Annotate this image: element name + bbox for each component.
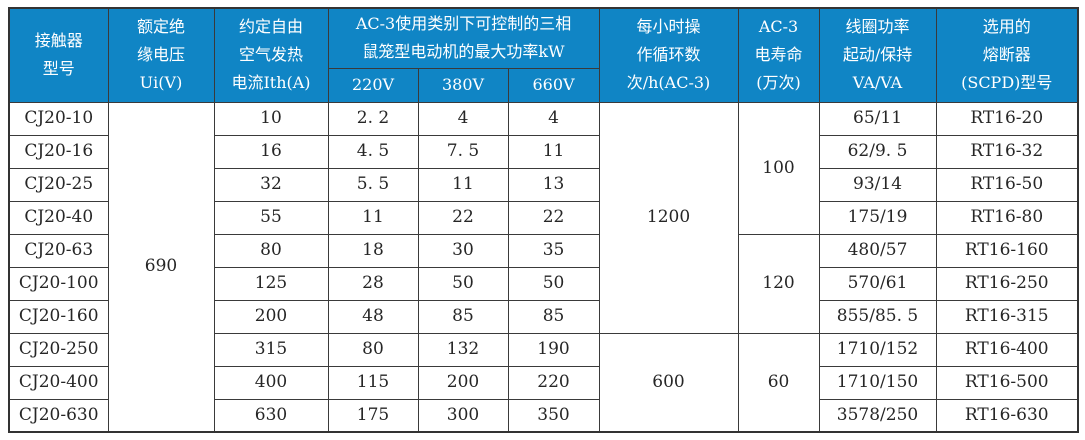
fuse-cell: RT16-630 [935, 398, 1079, 433]
fuse-cell: RT16-20 [935, 101, 1079, 136]
p660-cell: 190 [507, 332, 600, 367]
fuse-cell: RT16-50 [935, 167, 1079, 202]
model-cell: CJ20-160 [8, 299, 109, 334]
model-cell: CJ20-10 [8, 101, 109, 136]
life-merged-cell: 120 [737, 233, 820, 334]
p380-cell: 30 [417, 233, 509, 268]
ith-cell: 55 [213, 200, 329, 235]
p220-cell: 115 [327, 365, 419, 400]
model-cell: CJ20-40 [8, 200, 109, 235]
life-merged-cell: 60 [737, 332, 820, 433]
header-rated-insulation-voltage: 额定绝 缘电压 Ui(V) [107, 7, 215, 103]
fuse-cell: RT16-315 [935, 299, 1079, 334]
coil-cell: 3578/250 [818, 398, 937, 433]
model-cell: CJ20-400 [8, 365, 109, 400]
ith-cell: 125 [213, 266, 329, 301]
header-model: 接触器 型号 [8, 7, 109, 103]
p220-cell: 48 [327, 299, 419, 334]
model-cell: CJ20-25 [8, 167, 109, 202]
coil-cell: 480/57 [818, 233, 937, 268]
p220-cell: 5. 5 [327, 167, 419, 202]
header-660v: 660V [507, 67, 600, 103]
ith-cell: 32 [213, 167, 329, 202]
header-220v: 220V [327, 67, 419, 103]
header-fuse-model: 选用的 熔断器 (SCPD)型号 [935, 7, 1079, 103]
ith-cell: 10 [213, 101, 329, 136]
table-row: CJ20-10 690 10 2. 2 4 4 1200 100 65/11 R… [8, 101, 1079, 433]
header-electrical-life: AC-3 电寿命 (万次) [737, 7, 820, 103]
table-row: CJ20-25 32 5. 5 11 13 93/14 RT16-50 [8, 167, 1079, 202]
p660-cell: 50 [507, 266, 600, 301]
model-cell: CJ20-16 [8, 134, 109, 169]
contactor-spec-table: 接触器 型号 额定绝 缘电压 Ui(V) 约定自由 空气发热 电流Ith(A) … [8, 7, 1080, 433]
header-operating-cycles: 每小时操 作循环数 次/h(AC-3) [598, 7, 739, 103]
coil-cell: 1710/150 [818, 365, 937, 400]
header-380v: 380V [417, 67, 509, 103]
p380-cell: 7. 5 [417, 134, 509, 169]
cycles-merged-cell: 600 [598, 332, 739, 433]
p380-cell: 132 [417, 332, 509, 367]
header-thermal-current: 约定自由 空气发热 电流Ith(A) [213, 7, 329, 103]
p380-cell: 300 [417, 398, 509, 433]
header-ac3-max-power-group: AC-3使用类别下可控制的三相 鼠笼型电动机的最大功率kW [327, 7, 600, 69]
p660-cell: 85 [507, 299, 600, 334]
model-cell: CJ20-63 [8, 233, 109, 268]
p380-cell: 4 [417, 101, 509, 136]
table-row: CJ20-16 16 4. 5 7. 5 11 62/9. 5 RT16-32 [8, 134, 1079, 169]
p380-cell: 50 [417, 266, 509, 301]
ith-cell: 315 [213, 332, 329, 367]
coil-cell: 175/19 [818, 200, 937, 235]
coil-cell: 93/14 [818, 167, 937, 202]
ith-cell: 16 [213, 134, 329, 169]
p220-cell: 80 [327, 332, 419, 367]
p220-cell: 28 [327, 266, 419, 301]
ith-cell: 630 [213, 398, 329, 433]
table-row: CJ20-250 315 80 132 190 600 60 1710/152 … [8, 332, 1079, 433]
model-cell: CJ20-100 [8, 266, 109, 301]
coil-cell: 570/61 [818, 266, 937, 301]
fuse-cell: RT16-32 [935, 134, 1079, 169]
p220-cell: 4. 5 [327, 134, 419, 169]
fuse-cell: RT16-160 [935, 233, 1079, 268]
cycles-merged-cell: 1200 [598, 101, 739, 334]
p220-cell: 11 [327, 200, 419, 235]
p660-cell: 11 [507, 134, 600, 169]
ith-cell: 80 [213, 233, 329, 268]
fuse-cell: RT16-80 [935, 200, 1079, 235]
ui-merged-cell: 690 [107, 101, 215, 433]
table-row: CJ20-63 80 18 30 35 120 480/57 RT16-160 [8, 233, 1079, 334]
p660-cell: 350 [507, 398, 600, 433]
p380-cell: 85 [417, 299, 509, 334]
p220-cell: 175 [327, 398, 419, 433]
model-cell: CJ20-630 [8, 398, 109, 433]
model-cell: CJ20-250 [8, 332, 109, 367]
p660-cell: 35 [507, 233, 600, 268]
ith-cell: 200 [213, 299, 329, 334]
p220-cell: 18 [327, 233, 419, 268]
header-coil-power: 线圈功率 起动/保持 VA/VA [818, 7, 937, 103]
coil-cell: 855/85. 5 [818, 299, 937, 334]
table-row: CJ20-40 55 11 22 22 175/19 RT16-80 [8, 200, 1079, 235]
p380-cell: 200 [417, 365, 509, 400]
p660-cell: 22 [507, 200, 600, 235]
p660-cell: 220 [507, 365, 600, 400]
fuse-cell: RT16-250 [935, 266, 1079, 301]
p660-cell: 4 [507, 101, 600, 136]
coil-cell: 1710/152 [818, 332, 937, 367]
ith-cell: 400 [213, 365, 329, 400]
table-row: CJ20-630 630 175 300 350 3578/250 RT16-6… [8, 398, 1079, 433]
p220-cell: 2. 2 [327, 101, 419, 136]
p380-cell: 11 [417, 167, 509, 202]
life-merged-cell: 100 [737, 101, 820, 235]
fuse-cell: RT16-400 [935, 332, 1079, 367]
table-row: CJ20-100 125 28 50 50 570/61 RT16-250 [8, 266, 1079, 301]
coil-cell: 65/11 [818, 101, 937, 136]
p660-cell: 13 [507, 167, 600, 202]
p380-cell: 22 [417, 200, 509, 235]
fuse-cell: RT16-500 [935, 365, 1079, 400]
table-row: CJ20-400 400 115 200 220 1710/150 RT16-5… [8, 365, 1079, 400]
coil-cell: 62/9. 5 [818, 134, 937, 169]
